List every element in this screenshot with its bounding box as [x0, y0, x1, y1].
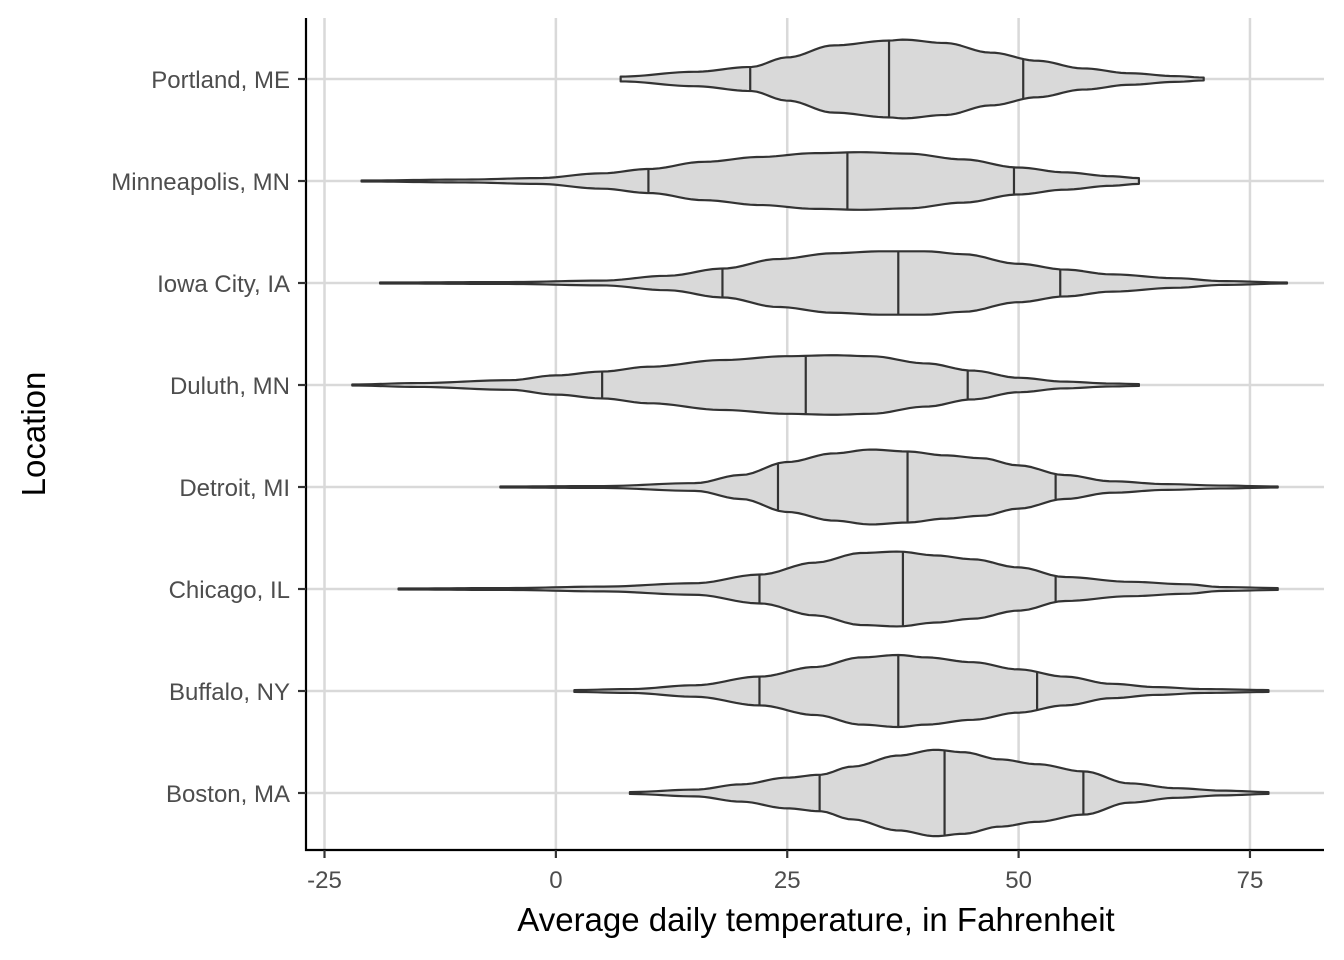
x-tick-label: 50 [1005, 867, 1032, 894]
violin-portland-me [619, 38, 1205, 120]
violin-detroit-mi [499, 448, 1279, 526]
grid-lines [306, 18, 1324, 850]
y-tick-label: Minneapolis, MN [111, 169, 290, 196]
violin-boston-ma [628, 748, 1270, 838]
violin-iowa-city-ia [378, 250, 1289, 316]
y-tick-label: Buffalo, NY [169, 679, 290, 706]
violin-chicago-il [397, 550, 1279, 628]
y-tick-label: Portland, ME [151, 67, 290, 94]
y-tick-label: Detroit, MI [179, 475, 290, 502]
x-tick-label: 0 [549, 867, 562, 894]
y-tick-label: Chicago, IL [169, 577, 290, 604]
x-tick-label: 25 [774, 867, 801, 894]
y-tick-label: Boston, MA [166, 781, 290, 808]
y-tick-label: Duluth, MN [170, 373, 290, 400]
x-tick-label: -25 [307, 867, 342, 894]
violin-buffalo-ny [573, 653, 1270, 729]
y-tick-label: Iowa City, IA [157, 271, 290, 298]
x-tick-label: 75 [1237, 867, 1264, 894]
y-axis-title: Location [15, 372, 52, 497]
violin-minneapolis-mn [360, 151, 1141, 211]
x-axis-title: Average daily temperature, in Fahrenheit [517, 901, 1114, 938]
axes: -25 0 25 50 75 Portland, ME Minneapolis, MN Iow… [111, 18, 1324, 894]
violin-duluth-mn [351, 354, 1141, 416]
violins [351, 38, 1289, 838]
